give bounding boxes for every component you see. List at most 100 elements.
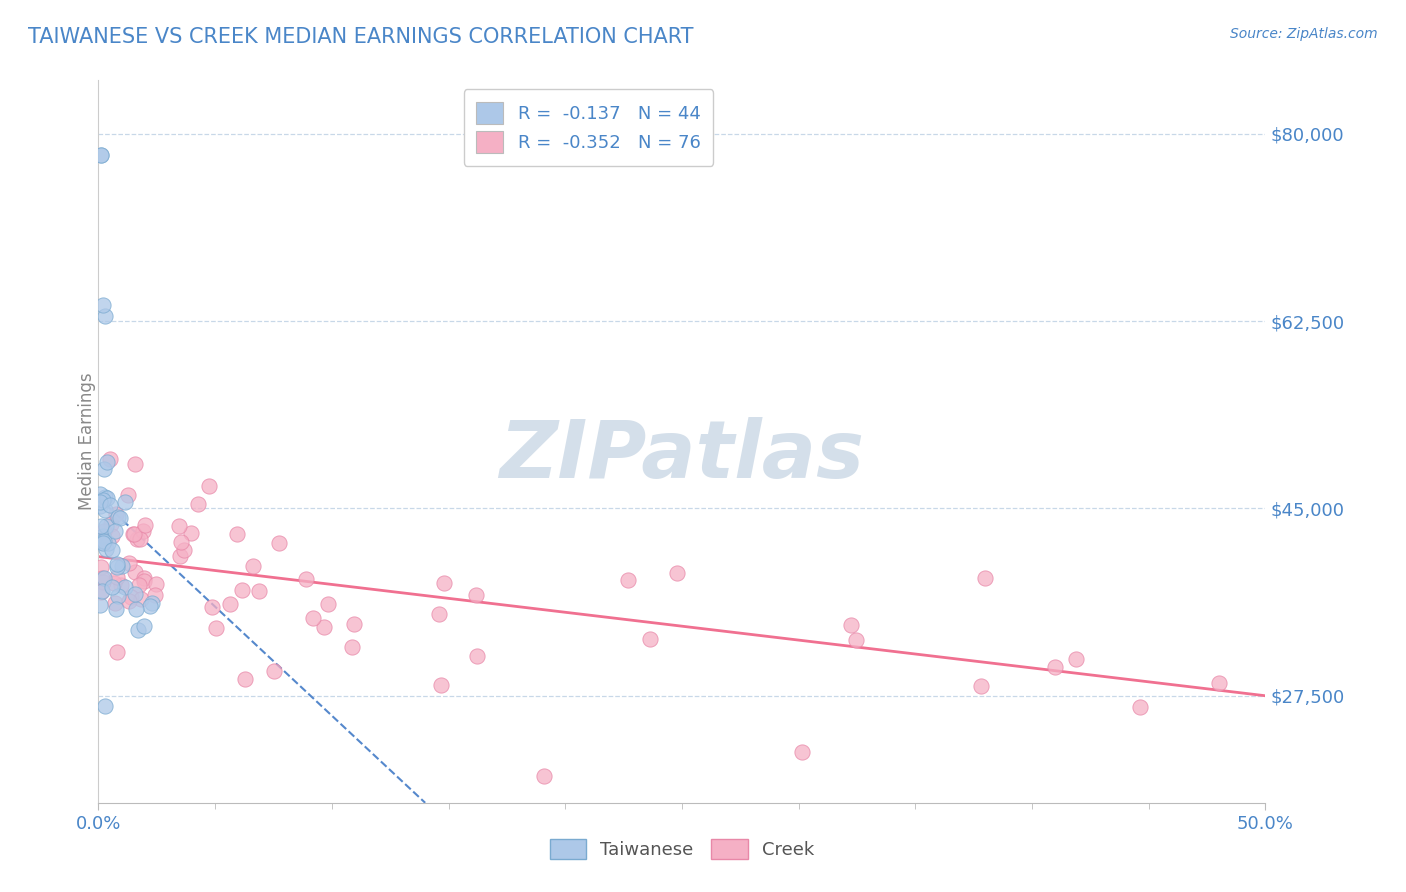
- Point: [145, 577, 167, 591]
- Point: [93, 575, 115, 590]
- Point: [118, 556, 141, 570]
- Point: [101, 543, 124, 558]
- Point: [464, 589, 486, 603]
- Point: [180, 525, 202, 540]
- Point: [94, 699, 117, 714]
- Point: [94, 309, 117, 323]
- Point: [114, 580, 136, 594]
- Point: [107, 510, 129, 524]
- Point: [616, 574, 638, 588]
- Point: [100, 580, 122, 594]
- Point: [247, 583, 270, 598]
- Point: [97, 536, 120, 550]
- Point: [104, 596, 127, 610]
- Point: [91, 493, 114, 508]
- Point: [111, 558, 134, 573]
- Point: [105, 508, 128, 522]
- Point: [132, 619, 155, 633]
- Y-axis label: Median Earnings: Median Earnings: [79, 373, 96, 510]
- Point: [114, 495, 136, 509]
- Point: [103, 576, 125, 591]
- Point: [121, 526, 143, 541]
- Point: [638, 632, 661, 646]
- Point: [93, 571, 115, 585]
- Point: [173, 543, 195, 558]
- Point: [263, 664, 285, 678]
- Point: [105, 559, 128, 574]
- Point: [105, 602, 128, 616]
- Point: [233, 673, 256, 687]
- Point: [122, 526, 145, 541]
- Point: [139, 599, 162, 613]
- Point: [205, 621, 228, 635]
- Point: [465, 648, 488, 663]
- Point: [294, 572, 316, 586]
- Point: [90, 148, 112, 162]
- Point: [110, 511, 132, 525]
- Text: Source: ZipAtlas.com: Source: ZipAtlas.com: [1230, 27, 1378, 41]
- Point: [124, 565, 146, 579]
- Point: [340, 640, 363, 654]
- Point: [124, 457, 146, 471]
- Point: [201, 600, 224, 615]
- Point: [1064, 652, 1087, 666]
- Point: [665, 566, 688, 580]
- Point: [105, 557, 128, 571]
- Point: [267, 536, 290, 550]
- Point: [90, 560, 112, 574]
- Point: [1208, 676, 1230, 690]
- Point: [231, 583, 253, 598]
- Point: [89, 598, 111, 612]
- Point: [218, 597, 240, 611]
- Point: [316, 597, 339, 611]
- Point: [169, 519, 191, 533]
- Point: [134, 518, 156, 533]
- Point: [128, 532, 150, 546]
- Point: [110, 578, 132, 592]
- Point: [1043, 660, 1066, 674]
- Point: [98, 498, 121, 512]
- Point: [93, 524, 115, 538]
- Point: [127, 533, 149, 547]
- Point: [96, 454, 118, 468]
- Point: [107, 589, 129, 603]
- Point: [100, 452, 122, 467]
- Point: [845, 632, 868, 647]
- Point: [169, 535, 191, 549]
- Point: [89, 500, 111, 514]
- Point: [125, 602, 148, 616]
- Point: [91, 583, 114, 598]
- Point: [132, 571, 155, 585]
- Point: [91, 535, 114, 549]
- Point: [90, 148, 112, 162]
- Point: [118, 594, 141, 608]
- Point: [143, 588, 166, 602]
- Point: [790, 745, 813, 759]
- Point: [90, 584, 112, 599]
- Point: [91, 533, 114, 547]
- Point: [94, 490, 117, 504]
- Point: [124, 587, 146, 601]
- Point: [105, 644, 128, 658]
- Text: ZIPatlas: ZIPatlas: [499, 417, 865, 495]
- Point: [127, 623, 149, 637]
- Point: [312, 620, 335, 634]
- Point: [94, 519, 117, 533]
- Point: [430, 678, 453, 692]
- Point: [89, 495, 111, 509]
- Point: [301, 611, 323, 625]
- Point: [91, 298, 114, 312]
- Text: TAIWANESE VS CREEK MEDIAN EARNINGS CORRELATION CHART: TAIWANESE VS CREEK MEDIAN EARNINGS CORRE…: [28, 27, 693, 46]
- Point: [101, 529, 124, 543]
- Point: [132, 524, 155, 538]
- Point: [969, 679, 991, 693]
- Point: [91, 571, 114, 585]
- Point: [89, 486, 111, 500]
- Point: [94, 502, 117, 516]
- Point: [427, 607, 450, 621]
- Point: [343, 617, 366, 632]
- Point: [117, 488, 139, 502]
- Point: [93, 533, 115, 548]
- Point: [104, 524, 127, 538]
- Point: [94, 542, 117, 557]
